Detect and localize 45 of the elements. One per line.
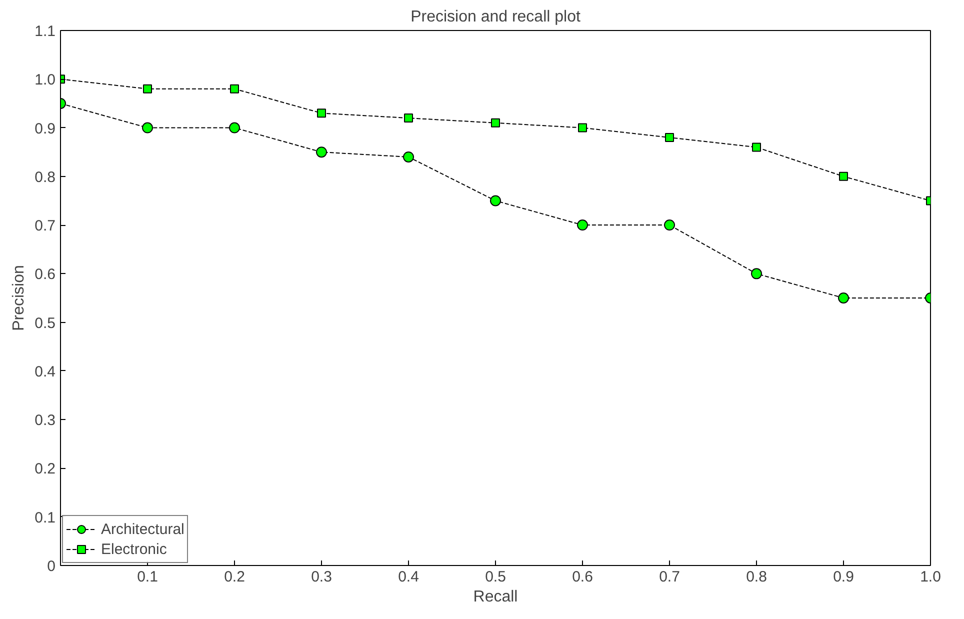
point [229,122,240,134]
point [577,220,588,231]
point [142,122,153,134]
y-tick-label: 0.6 [34,266,56,284]
y-tick-label: 0.8 [34,168,56,186]
y-tick-label: 0.7 [34,218,56,235]
y-tick-label: 1.0 [34,72,56,89]
point [665,133,674,142]
y-axis-title: Precision [10,265,28,331]
point [403,151,414,162]
point [578,123,587,132]
y-tick-label: 1.1 [34,23,56,40]
legend-label: Architectural [101,520,184,538]
x-tick-label: 0.8 [746,568,767,586]
point [838,292,849,304]
y-tick-label: 0.5 [34,314,56,332]
point [751,268,762,280]
x-tick-label: 0.6 [572,568,593,586]
x-axis-title: Recall [473,588,518,606]
y-tick-label: 0.3 [34,412,56,430]
y-tick-label: 0.2 [34,460,56,478]
x-tick-label: 0.7 [659,568,680,586]
x-tick-label: 0.4 [398,568,419,586]
point [839,172,848,181]
point [664,220,675,231]
chart-title: Precision and recall plot [410,8,581,26]
point [404,114,413,123]
x-tick-label: 0.1 [137,568,158,586]
x-tick-label: 0.3 [311,568,332,586]
point [317,108,326,118]
point [143,84,152,94]
x-tick-label: 0.9 [833,568,854,586]
legend-label: Electronic [101,540,167,558]
y-tick-label: 0 [47,558,56,575]
x-tick-label: 1.0 [920,568,941,586]
x-tick-label: 0.5 [485,568,506,586]
x-tick-label: 0.2 [224,568,245,586]
point [316,146,327,158]
point [230,84,239,94]
y-tick-label: 0.9 [34,120,56,138]
point [491,118,500,128]
y-tick-label: 0.1 [34,509,56,526]
point [752,142,761,152]
point [490,195,501,206]
y-tick-label: 0.4 [34,363,56,380]
